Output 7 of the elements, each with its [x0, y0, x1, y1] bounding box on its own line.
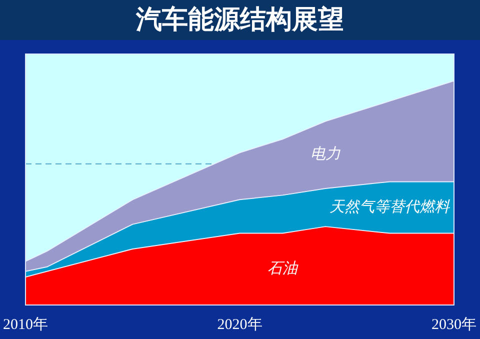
chart-title: 汽车能源结构展望 [0, 0, 480, 40]
series-label: 电力 [310, 144, 340, 163]
series-label: 石油 [268, 259, 299, 278]
x-tick-label: 2010年 [3, 316, 48, 333]
x-tick-label: 2030年 [432, 316, 476, 333]
series-label: 天然气等替代燃料 [330, 197, 451, 216]
x-tick-label: 2020年 [217, 316, 262, 333]
